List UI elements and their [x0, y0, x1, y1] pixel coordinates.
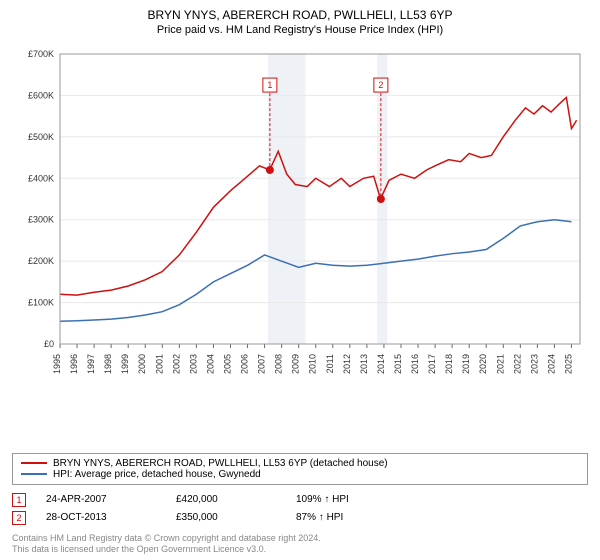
legend-swatch	[21, 462, 47, 464]
legend-label: BRYN YNYS, ABERERCH ROAD, PWLLHELI, LL53…	[53, 458, 388, 469]
x-tick-label: 2009	[291, 354, 301, 374]
sale-price: £420,000	[176, 494, 276, 505]
x-tick-label: 2001	[154, 354, 164, 374]
x-tick-label: 2017	[427, 354, 437, 374]
legend-swatch	[21, 473, 47, 475]
shaded-band	[268, 54, 306, 344]
footer-line: Contains HM Land Registry data © Crown c…	[12, 533, 588, 545]
x-tick-label: 2018	[444, 354, 454, 374]
x-tick-label: 2022	[512, 354, 522, 374]
chart-area: £0 £100K £200K £300K £400K £500K £600K £700K 199…	[12, 46, 588, 447]
x-tick-label: 1999	[120, 354, 130, 374]
x-tick-label: 2025	[563, 354, 573, 374]
chart-title: BRYN YNYS, ABERERCH ROAD, PWLLHELI, LL53…	[12, 8, 588, 22]
x-tick-label: 2006	[240, 354, 250, 374]
sale-marker: 1	[12, 493, 26, 507]
y-tick-label: £100K	[28, 298, 54, 308]
sale-price: £350,000	[176, 512, 276, 523]
x-tick-label: 2013	[359, 354, 369, 374]
x-tick-label: 2005	[222, 354, 232, 374]
x-tick-label: 2000	[137, 354, 147, 374]
x-tick-label: 2016	[410, 354, 420, 374]
legend: BRYN YNYS, ABERERCH ROAD, PWLLHELI, LL53…	[12, 453, 588, 485]
y-tick-label: £0	[44, 339, 54, 349]
x-tick-label: 2019	[461, 354, 471, 374]
sale-hpi: 109% ↑ HPI	[296, 494, 396, 505]
chart-subtitle: Price paid vs. HM Land Registry's House …	[12, 24, 588, 36]
x-tick-label: 2021	[495, 354, 505, 374]
x-tick-label: 2015	[393, 354, 403, 374]
x-tick-label: 2012	[342, 354, 352, 374]
legend-row: BRYN YNYS, ABERERCH ROAD, PWLLHELI, LL53…	[21, 458, 579, 469]
x-tick-label: 2003	[188, 354, 198, 374]
x-tick-label: 2014	[376, 354, 386, 374]
x-tick-label: 2007	[257, 354, 267, 374]
legend-label: HPI: Average price, detached house, Gwyn…	[53, 469, 261, 480]
footer-attribution: Contains HM Land Registry data © Crown c…	[12, 533, 588, 556]
sale-date: 24-APR-2007	[46, 494, 156, 505]
x-tick-label: 2011	[325, 354, 335, 373]
y-tick-label: £400K	[28, 173, 54, 183]
y-tick-label: £200K	[28, 256, 54, 266]
x-tick-label: 1995	[52, 354, 62, 374]
x-tick-label: 2004	[205, 354, 215, 374]
x-tick-label: 2010	[308, 354, 318, 374]
x-tick-label: 2024	[546, 354, 556, 374]
footer-line: This data is licensed under the Open Gov…	[12, 544, 588, 556]
y-tick-label: £300K	[28, 215, 54, 225]
sales-table: 1 24-APR-2007 £420,000 109% ↑ HPI 2 28-OCT-20…	[12, 491, 588, 527]
marker-number: 2	[378, 80, 383, 90]
y-tick-label: £600K	[28, 90, 54, 100]
sale-date: 28-OCT-2013	[46, 512, 156, 523]
x-tick-label: 1996	[69, 354, 79, 374]
x-tick-label: 2008	[274, 354, 284, 374]
x-tick-label: 1998	[103, 354, 113, 374]
x-tick-label: 2002	[171, 354, 181, 374]
x-tick-label: 2020	[478, 354, 488, 374]
x-tick-label: 1997	[86, 354, 96, 374]
line-chart-svg: £0 £100K £200K £300K £400K £500K £600K £700K 199…	[12, 46, 588, 376]
x-tick-label: 2023	[529, 354, 539, 374]
marker-number: 1	[267, 80, 272, 90]
sale-marker: 2	[12, 511, 26, 525]
legend-row: HPI: Average price, detached house, Gwyn…	[21, 469, 579, 480]
sale-row: 2 28-OCT-2013 £350,000 87% ↑ HPI	[12, 509, 588, 527]
sale-hpi: 87% ↑ HPI	[296, 512, 396, 523]
sale-row: 1 24-APR-2007 £420,000 109% ↑ HPI	[12, 491, 588, 509]
y-tick-label: £500K	[28, 132, 54, 142]
y-tick-label: £700K	[28, 49, 54, 59]
